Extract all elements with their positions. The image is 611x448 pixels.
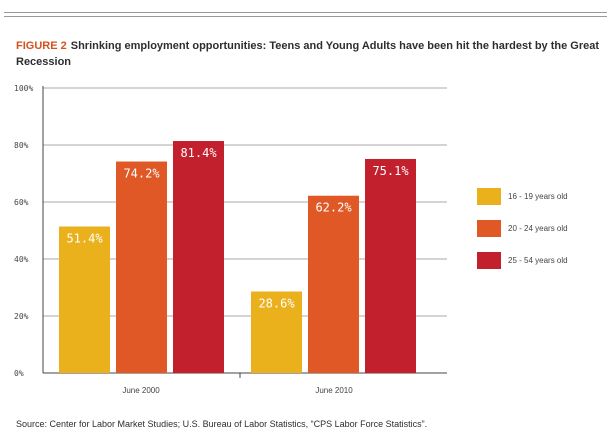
bar-value-label: 62.2%	[315, 201, 352, 215]
top-rule-secondary	[4, 16, 607, 17]
legend-label: 16 - 19 years old	[508, 192, 568, 201]
x-category-label: June 2010	[315, 386, 353, 395]
bar-value-label: 75.1%	[372, 164, 409, 178]
legend-swatch	[477, 252, 501, 269]
bar-value-label: 81.4%	[180, 146, 217, 160]
bar-value-label: 28.6%	[258, 296, 295, 310]
top-rule	[4, 12, 607, 13]
figure-label: FIGURE 2	[16, 40, 67, 52]
bar	[365, 158, 416, 373]
chart-title: FIGURE 2 Shrinking employment opportuniti…	[16, 38, 601, 70]
title-text: Shrinking employment opportunities: Teen…	[16, 40, 600, 68]
bar	[308, 195, 359, 373]
y-tick-label: 60%	[14, 198, 29, 207]
y-tick-label: 100%	[14, 84, 33, 93]
bar-value-label: 51.4%	[66, 232, 103, 246]
bar	[173, 141, 224, 373]
y-tick-label: 80%	[14, 141, 29, 150]
bar	[116, 161, 167, 373]
y-tick-label: 40%	[14, 255, 29, 264]
legend-swatch	[477, 220, 501, 237]
bar	[59, 226, 110, 373]
source-note: Source: Center for Labor Market Studies;…	[16, 419, 428, 429]
x-category-label: June 2000	[122, 386, 160, 395]
legend-label: 25 - 54 years old	[508, 256, 568, 265]
legend-label: 20 - 24 years old	[508, 224, 568, 233]
bar-value-label: 74.2%	[123, 167, 160, 181]
y-tick-label: 20%	[14, 312, 29, 321]
bar	[251, 291, 302, 373]
y-tick-label: 0%	[14, 369, 24, 378]
legend-swatch	[477, 188, 501, 205]
